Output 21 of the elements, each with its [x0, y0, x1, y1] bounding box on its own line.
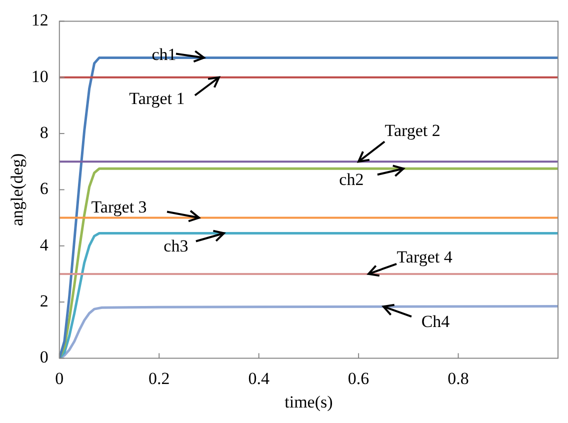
x-tick-label: 0.6 — [348, 368, 370, 388]
ref-line-label: Target 2 — [384, 121, 440, 140]
y-tick-label: 8 — [40, 123, 48, 142]
series-label: Ch4 — [421, 312, 450, 332]
x-tick-label: 0.8 — [448, 368, 469, 388]
x-axis-title: time(s) — [284, 392, 333, 412]
y-tick-label: 2 — [40, 292, 48, 310]
ref-line-label: Target 1 — [129, 88, 185, 108]
y-tick-label: 10 — [31, 66, 48, 86]
y-axis-title: angle(deg) — [8, 153, 27, 226]
y-tick-label: 12 — [31, 10, 48, 30]
series-label: ch3 — [164, 236, 188, 256]
x-tick-label: 0.2 — [148, 368, 170, 388]
y-tick-label: 0 — [40, 348, 48, 367]
x-tick-label: 0 — [55, 368, 64, 388]
y-tick-label: 6 — [40, 179, 48, 198]
ref-line-label: Target 4 — [396, 247, 453, 266]
ref-line-label: Target 3 — [91, 197, 147, 216]
x-tick-label: 0.4 — [248, 368, 270, 388]
y-tick-label: 4 — [40, 235, 49, 254]
series-label: ch2 — [339, 170, 364, 190]
